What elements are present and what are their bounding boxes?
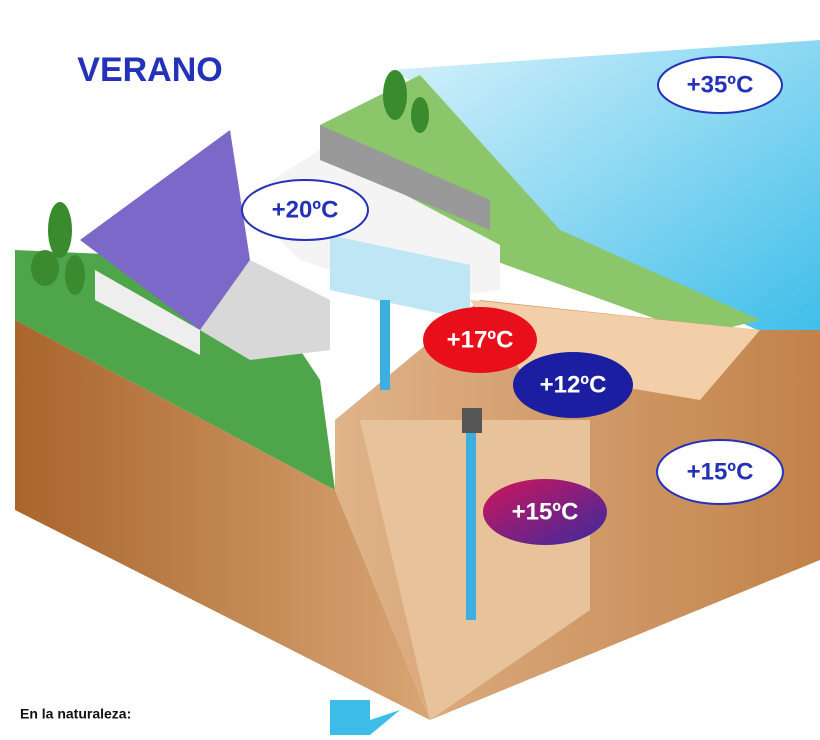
label-35: +35ºC bbox=[658, 57, 782, 113]
illustration: VERANO +35ºC +20ºC +17ºC +12ºC +15ºC +15… bbox=[0, 0, 820, 735]
label-15-probe: +15ºC bbox=[483, 479, 607, 545]
temp-label: +12ºC bbox=[540, 371, 607, 398]
temp-label: +17ºC bbox=[447, 326, 514, 353]
label-15-ground: +15ºC bbox=[657, 440, 783, 504]
label-12: +12ºC bbox=[513, 352, 633, 418]
label-17: +17ºC bbox=[423, 307, 537, 373]
temp-label: +15ºC bbox=[512, 498, 579, 525]
temp-label: +35ºC bbox=[687, 71, 754, 98]
title: VERANO bbox=[77, 51, 222, 89]
temp-label: +15ºC bbox=[687, 458, 754, 485]
temp-label: +20ºC bbox=[272, 196, 339, 223]
scenery bbox=[15, 40, 820, 735]
caption: En la naturaleza: bbox=[20, 706, 131, 722]
page: {"title": "VERANO", "labels": [ {"text":… bbox=[0, 0, 820, 735]
label-20: +20ºC bbox=[242, 180, 368, 240]
